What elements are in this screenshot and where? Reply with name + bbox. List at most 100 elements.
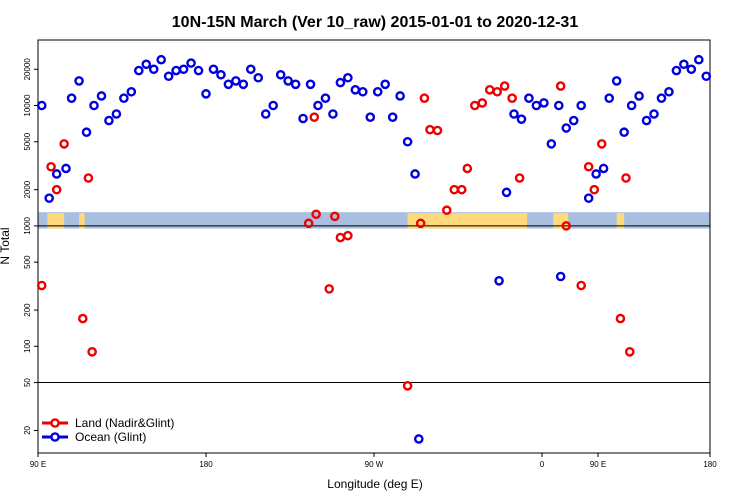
- data-point: [694, 54, 704, 65]
- data-point: [61, 163, 71, 174]
- data-point: [499, 81, 510, 91]
- data-point: [494, 276, 504, 286]
- data-point: [576, 100, 587, 111]
- data-point: [649, 109, 659, 119]
- y-tick-label: 500: [23, 255, 32, 269]
- data-point: [74, 76, 84, 86]
- data-point: [305, 79, 316, 90]
- map-land-segment: [47, 213, 65, 229]
- x-tick-label: 90 E: [30, 460, 46, 469]
- data-point: [104, 115, 114, 126]
- data-point: [469, 100, 480, 111]
- x-tick-label: 180: [199, 460, 213, 469]
- data-point: [561, 123, 572, 133]
- data-point: [626, 100, 637, 111]
- data-point: [111, 109, 122, 119]
- data-point: [303, 218, 314, 229]
- data-point: [596, 139, 607, 149]
- data-point: [59, 139, 69, 149]
- data-point: [402, 380, 413, 391]
- x-axis: 90 E 180 90 W 0 180 90 E: [30, 453, 717, 469]
- data-point: [462, 163, 473, 174]
- data-point: [380, 79, 391, 90]
- data-point: [66, 93, 77, 103]
- data-point: [615, 313, 626, 324]
- data-point: [686, 64, 697, 75]
- y-tick-label: 20: [23, 425, 32, 434]
- data-point: [679, 59, 689, 70]
- data-point: [335, 77, 346, 88]
- data-point: [313, 100, 323, 111]
- data-point: [492, 86, 503, 97]
- y-tick-label: 200: [23, 303, 32, 317]
- y-tick-label: 5000: [23, 132, 32, 150]
- data-point: [343, 230, 353, 241]
- data-point: [216, 69, 226, 80]
- data-point: [619, 127, 629, 138]
- data-point: [456, 184, 467, 195]
- data-point: [78, 313, 88, 324]
- data-point: [372, 86, 383, 97]
- data-point: [357, 86, 368, 97]
- data-point: [531, 100, 542, 111]
- map-ocean-strip: [38, 212, 710, 229]
- data-point: [516, 114, 527, 124]
- data-point: [441, 205, 452, 216]
- legend: Land (Nadir&Glint)Ocean (Glint): [42, 416, 174, 444]
- data-point: [583, 161, 594, 172]
- data-point: [324, 284, 335, 294]
- y-axis-label: N Total: [0, 227, 12, 264]
- y-axis: 20 50 100 200 500 1000 2000 5000 10000 20000: [23, 58, 38, 435]
- y-tick-label: 20000: [23, 58, 32, 81]
- series-ocean: [36, 54, 712, 444]
- data-point: [44, 193, 55, 203]
- data-point: [283, 76, 293, 86]
- data-point: [46, 161, 56, 172]
- y-tick-label: 100: [23, 339, 32, 353]
- data-point: [36, 100, 47, 111]
- data-point: [568, 115, 579, 126]
- map-land-segment: [616, 213, 625, 229]
- reference-lines: [38, 225, 710, 384]
- y-tick-label: 2000: [23, 180, 32, 198]
- x-tick-label: 180: [703, 460, 717, 469]
- x-tick-label: 90 E: [590, 460, 606, 469]
- map-land-segment: [407, 213, 528, 229]
- x-tick-label: 0: [540, 460, 545, 469]
- data-point: [598, 163, 609, 174]
- data-point: [260, 109, 271, 119]
- data-point: [415, 218, 426, 229]
- legend-marker: [50, 418, 60, 428]
- data-point: [395, 91, 405, 101]
- data-point: [208, 64, 219, 75]
- data-point: [611, 76, 622, 86]
- data-point: [387, 112, 398, 122]
- data-point: [320, 93, 331, 103]
- data-point: [298, 113, 308, 124]
- data-point: [133, 65, 144, 76]
- data-point: [51, 184, 62, 195]
- data-point: [555, 81, 566, 91]
- data-point: [656, 93, 667, 103]
- data-point: [477, 98, 488, 108]
- data-point: [484, 85, 495, 95]
- chart-title: 10N-15N March (Ver 10_raw) 2015-01-01 to…: [172, 14, 579, 31]
- data-point: [350, 85, 361, 95]
- data-point: [664, 86, 674, 97]
- data-point: [554, 100, 564, 111]
- data-point: [671, 65, 682, 76]
- legend-label: Ocean (Glint): [75, 430, 146, 444]
- data-point: [425, 124, 435, 135]
- map-land-segment: [79, 213, 85, 229]
- data-point: [51, 169, 62, 179]
- data-point: [701, 71, 712, 82]
- x-tick-label: 90 W: [365, 460, 384, 469]
- x-axis-label: Longitude (deg E): [327, 477, 422, 491]
- data-point: [275, 69, 286, 80]
- data-point: [81, 127, 92, 138]
- data-point: [186, 58, 196, 68]
- data-point: [223, 79, 234, 90]
- data-point: [524, 93, 534, 103]
- map-land-segment: [553, 213, 569, 229]
- data-point: [604, 93, 615, 103]
